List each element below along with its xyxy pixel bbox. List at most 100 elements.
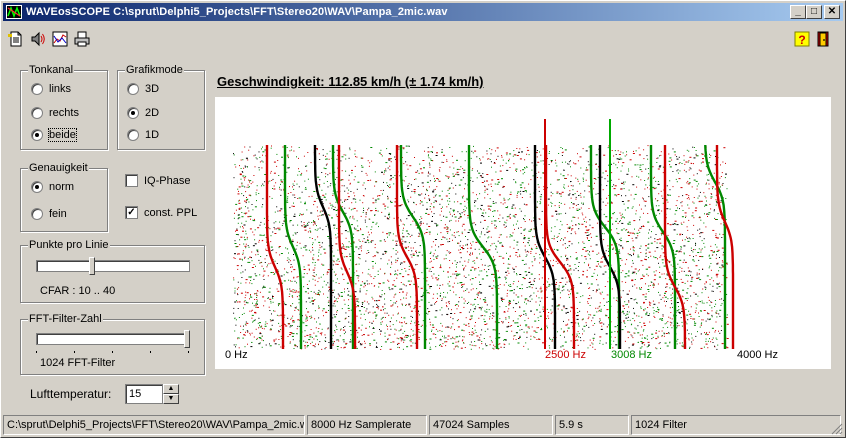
doppler-trace	[467, 145, 499, 349]
radio-links[interactable]: links	[31, 83, 71, 95]
spectrogram-plot[interactable]: 0 Hz 2500 Hz 3008 Hz 4000 Hz	[215, 97, 831, 369]
minimize-button[interactable]: _	[790, 5, 806, 19]
radio-norm-circle[interactable]	[31, 181, 43, 193]
status-bar: C:\sprut\Delphi5_Projects\FFT\Stereo20\W…	[3, 415, 841, 435]
radio-rechts-circle[interactable]	[31, 107, 43, 119]
open-file-icon	[7, 31, 21, 46]
fft-tick	[150, 351, 151, 353]
doppler-trace	[331, 145, 355, 349]
radio-3d[interactable]: 3D	[127, 83, 159, 95]
radio-rechts-label: rechts	[49, 107, 79, 119]
genauigkeit-label: Genauigkeit	[28, 162, 89, 174]
grafikmode-group: Grafikmode 3D 2D 1D	[117, 64, 205, 150]
spin-down-button[interactable]: ▼	[163, 394, 179, 404]
fft-tick	[112, 351, 113, 353]
doppler-trace	[265, 145, 285, 349]
doppler-trace	[715, 145, 735, 349]
open-file-button[interactable]	[5, 28, 26, 49]
status-samplerate: 8000 Hz Samplerate	[307, 415, 427, 435]
close-icon: ✕	[827, 6, 837, 17]
punkte-slider-thumb[interactable]	[89, 257, 96, 275]
grafikmode-label: Grafikmode	[125, 64, 184, 76]
noise-dots	[233, 145, 729, 350]
spin-up-icon: ▲	[167, 385, 175, 392]
punkte-value: CFAR : 10 .. 40	[40, 285, 116, 297]
fft-slider-track[interactable]	[36, 333, 190, 345]
spectrogram-canvas	[233, 119, 735, 350]
doppler-trace	[533, 145, 557, 349]
status-samples: 47024 Samples	[429, 415, 553, 435]
axis-label-4000hz: 4000 Hz	[737, 349, 778, 361]
radio-2d[interactable]: 2D	[127, 107, 159, 119]
audio-button[interactable]	[27, 28, 48, 49]
radio-norm[interactable]: norm	[31, 181, 74, 193]
help-button[interactable]: ?	[791, 28, 812, 49]
punkte-group: Punkte pro Linie CFAR : 10 .. 40	[20, 239, 205, 303]
checkmark-icon: ✓	[127, 206, 136, 218]
radio-3d-circle[interactable]	[127, 83, 139, 95]
radio-beide[interactable]: beide	[31, 128, 77, 142]
print-button[interactable]	[71, 28, 92, 49]
punkte-label: Punkte pro Linie	[28, 239, 110, 251]
axis-label-red: 2500 Hz	[545, 349, 586, 361]
radio-1d-label: 1D	[145, 129, 160, 141]
exit-icon	[817, 31, 828, 46]
spin-down-icon: ▼	[167, 395, 175, 402]
doppler-trace	[544, 145, 576, 349]
status-duration: 5.9 s	[555, 415, 629, 435]
tonkanal-group: Tonkanal links rechts beide	[20, 64, 108, 150]
iq-phase-checkbox[interactable]: IQ-Phase	[125, 174, 190, 187]
audio-icon	[31, 31, 45, 46]
radio-2d-circle[interactable]	[127, 107, 139, 119]
doppler-trace	[283, 145, 303, 349]
spin-up-button[interactable]: ▲	[163, 384, 179, 394]
doppler-trace	[649, 145, 677, 349]
const-ppl-label: const. PPL	[144, 206, 198, 219]
chart-icon	[52, 31, 67, 46]
punkte-slider-track[interactable]	[36, 260, 190, 272]
fft-label: FFT-Filter-Zahl	[28, 313, 103, 325]
iq-phase-label: IQ-Phase	[144, 174, 191, 187]
close-button[interactable]: ✕	[824, 5, 840, 19]
radio-1d-circle[interactable]	[127, 129, 139, 141]
radio-beide-label: beide	[48, 128, 77, 142]
minimize-icon: _	[795, 6, 801, 17]
fft-slider-thumb[interactable]	[184, 330, 190, 348]
exit-button[interactable]	[812, 28, 833, 49]
radio-fein[interactable]: fein	[31, 208, 67, 220]
fft-tick	[74, 351, 75, 353]
tonkanal-label: Tonkanal	[28, 64, 75, 76]
doppler-trace	[663, 145, 687, 349]
genauigkeit-group: Genauigkeit norm fein	[20, 162, 108, 232]
help-icon: ?	[794, 31, 809, 47]
app-icon	[6, 5, 22, 19]
radio-2d-label: 2D	[145, 107, 160, 119]
speed-readout: Geschwindigkeit: 112.85 km/h (± 1.74 km/…	[217, 74, 484, 89]
radio-beide-circle[interactable]	[31, 129, 43, 141]
iq-phase-box[interactable]	[125, 174, 138, 187]
fft-tick	[36, 351, 37, 353]
const-ppl-box[interactable]: ✓	[125, 206, 138, 219]
radio-links-label: links	[49, 83, 72, 95]
const-ppl-checkbox[interactable]: ✓ const. PPL	[125, 206, 197, 219]
radio-1d[interactable]: 1D	[127, 129, 159, 141]
temperature-input[interactable]	[125, 384, 163, 404]
fft-group: FFT-Filter-Zahl 1024 FFT-Filter	[20, 313, 205, 375]
title-bar[interactable]: WAVEosSCOPE C:\sprut\Delphi5_Projects\FF…	[3, 3, 843, 21]
radio-fein-circle[interactable]	[31, 208, 43, 220]
status-filter: 1024 Filter	[631, 415, 841, 435]
fft-tick	[188, 351, 189, 353]
maximize-button[interactable]: □	[806, 5, 822, 19]
maximize-icon: □	[810, 6, 818, 17]
radio-links-circle[interactable]	[31, 83, 43, 95]
temperature-spinner[interactable]: ▲ ▼	[125, 384, 179, 404]
chart-button[interactable]	[49, 28, 70, 49]
radio-3d-label: 3D	[145, 83, 160, 95]
doppler-trace	[598, 145, 622, 349]
resize-grip-icon[interactable]	[831, 423, 843, 435]
temperature-label: Lufttemperatur:	[30, 387, 112, 401]
radio-norm-label: norm	[49, 181, 75, 193]
status-path: C:\sprut\Delphi5_Projects\FFT\Stereo20\W…	[3, 415, 305, 435]
radio-rechts[interactable]: rechts	[31, 107, 79, 119]
